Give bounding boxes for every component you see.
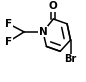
Text: O: O: [49, 1, 58, 11]
Text: N: N: [39, 27, 47, 37]
Text: F: F: [5, 37, 12, 47]
Text: Br: Br: [64, 54, 77, 64]
Text: F: F: [5, 19, 12, 29]
